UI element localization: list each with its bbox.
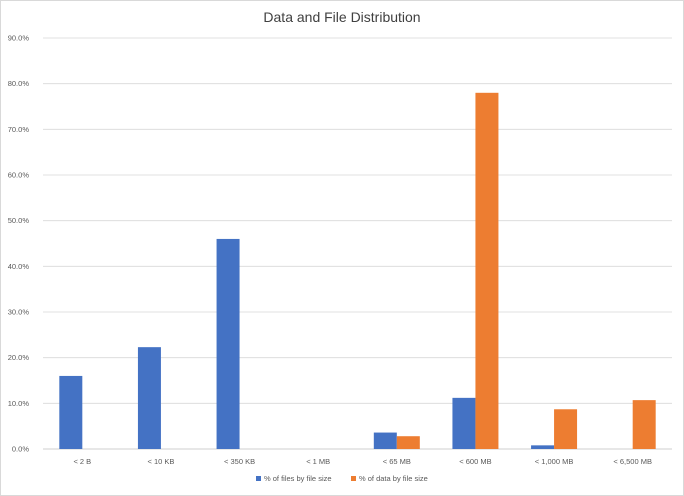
x-tick-label: < 6,500 MB: [613, 457, 652, 466]
bar-data: [396, 436, 420, 449]
bar-files: [531, 445, 555, 449]
y-tick-label: 90.0%: [8, 34, 30, 43]
legend-swatch: [351, 476, 356, 481]
legend-label: % of data by file size: [359, 474, 428, 483]
y-tick-label: 10.0%: [8, 399, 30, 408]
legend-swatch: [256, 476, 261, 481]
bar-files: [137, 347, 161, 449]
y-tick-label: 70.0%: [8, 125, 30, 134]
x-tick-label: < 350 KB: [224, 457, 255, 466]
y-tick-label: 30.0%: [8, 308, 30, 317]
y-tick-label: 20.0%: [8, 353, 30, 362]
chart-title: Data and File Distribution: [263, 9, 421, 25]
x-tick-label: < 10 KB: [147, 457, 174, 466]
x-tick-label: < 600 MB: [459, 457, 491, 466]
legend-label: % of files by file size: [264, 474, 332, 483]
x-tick-label: < 2 B: [73, 457, 91, 466]
x-tick-label: < 1 MB: [306, 457, 330, 466]
bar-data: [632, 400, 656, 449]
bar-data: [475, 92, 499, 450]
x-tick-label: < 1,000 MB: [535, 457, 574, 466]
bar-files: [373, 432, 397, 449]
x-tick-label: < 65 MB: [383, 457, 411, 466]
y-tick-label: 60.0%: [8, 171, 30, 180]
y-tick-label: 50.0%: [8, 216, 30, 225]
bar-data: [554, 409, 578, 449]
bar-files: [59, 375, 83, 449]
bar-files: [452, 397, 476, 449]
y-tick-label: 80.0%: [8, 79, 30, 88]
y-tick-label: 0.0%: [12, 445, 29, 454]
y-tick-label: 40.0%: [8, 262, 30, 271]
bar-files: [216, 238, 240, 449]
